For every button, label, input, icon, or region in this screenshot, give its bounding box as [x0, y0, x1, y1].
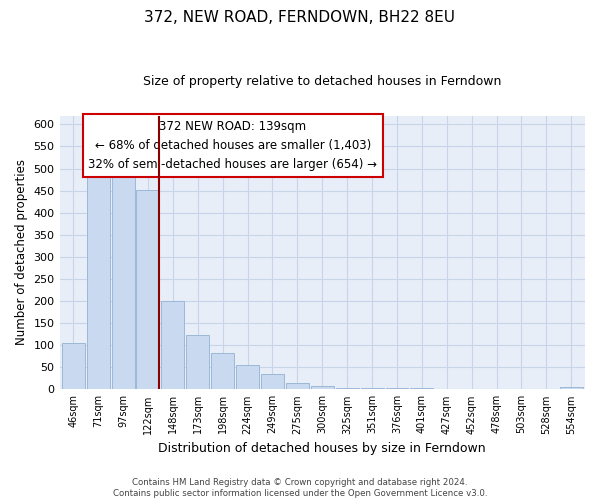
Bar [62, 343, 85, 390]
Bar [211, 353, 234, 390]
Y-axis label: Number of detached properties: Number of detached properties [15, 160, 28, 346]
Title: Size of property relative to detached houses in Ferndown: Size of property relative to detached ho… [143, 75, 502, 88]
Bar [136, 190, 160, 390]
Text: 372, NEW ROAD, FERNDOWN, BH22 8EU: 372, NEW ROAD, FERNDOWN, BH22 8EU [145, 10, 455, 25]
Text: 372 NEW ROAD: 139sqm
← 68% of detached houses are smaller (1,403)
32% of semi-de: 372 NEW ROAD: 139sqm ← 68% of detached h… [88, 120, 377, 170]
Bar [410, 388, 433, 390]
Bar [112, 174, 134, 390]
X-axis label: Distribution of detached houses by size in Ferndown: Distribution of detached houses by size … [158, 442, 486, 455]
Bar [186, 336, 209, 390]
Bar [361, 388, 383, 390]
Bar [560, 387, 583, 390]
Bar [286, 382, 309, 390]
Bar [161, 300, 184, 390]
Bar [336, 388, 359, 390]
Text: Contains HM Land Registry data © Crown copyright and database right 2024.
Contai: Contains HM Land Registry data © Crown c… [113, 478, 487, 498]
Bar [386, 388, 409, 390]
Bar [86, 174, 110, 390]
Bar [311, 386, 334, 390]
Bar [236, 364, 259, 390]
Bar [261, 374, 284, 390]
